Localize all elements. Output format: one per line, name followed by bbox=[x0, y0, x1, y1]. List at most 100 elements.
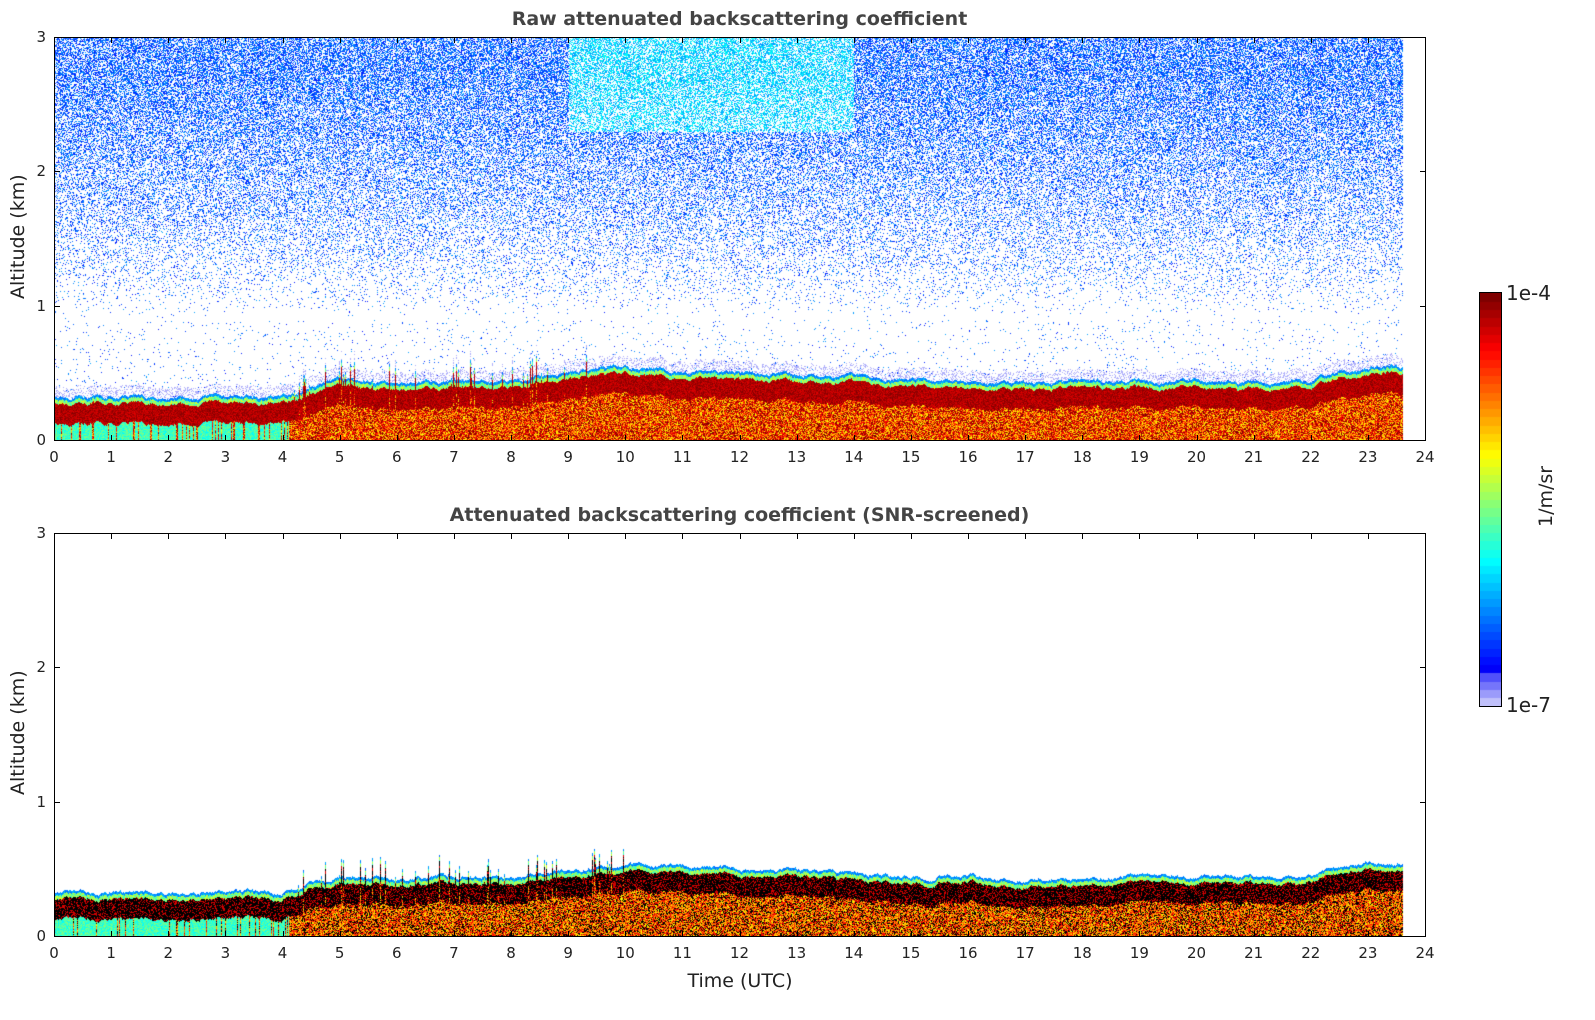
y-tick bbox=[1420, 440, 1426, 441]
x-tick-label: 18 bbox=[1072, 448, 1092, 466]
x-tick bbox=[1367, 435, 1369, 441]
x-tick-label: 20 bbox=[1186, 448, 1207, 466]
x-tick bbox=[1310, 533, 1312, 539]
x-tick-label: 0 bbox=[49, 448, 59, 466]
x-tick bbox=[111, 435, 113, 441]
top-plot-axes bbox=[54, 37, 1426, 441]
x-tick bbox=[225, 435, 227, 441]
x-tick-label: 14 bbox=[844, 944, 864, 962]
screened-heatmap bbox=[54, 533, 1425, 936]
x-tick-label: 14 bbox=[844, 448, 864, 466]
x-tick-label: 21 bbox=[1244, 944, 1264, 962]
x-tick bbox=[111, 931, 113, 937]
x-tick bbox=[1367, 931, 1369, 937]
x-tick bbox=[682, 931, 684, 937]
x-tick bbox=[1025, 931, 1027, 937]
x-tick bbox=[225, 931, 227, 937]
x-tick-label: 13 bbox=[787, 448, 807, 466]
x-tick bbox=[282, 931, 284, 937]
y-tick bbox=[54, 667, 60, 669]
x-tick bbox=[968, 533, 969, 539]
x-tick bbox=[396, 37, 398, 43]
x-tick bbox=[1082, 435, 1084, 441]
x-tick bbox=[396, 435, 398, 441]
x-tick-label: 4 bbox=[277, 944, 288, 962]
x-tick bbox=[396, 533, 398, 539]
x-tick bbox=[168, 435, 170, 441]
y-tick-label: 3 bbox=[36, 28, 46, 46]
x-tick bbox=[282, 435, 284, 441]
x-tick bbox=[1196, 533, 1198, 539]
y-tick bbox=[1420, 37, 1426, 38]
x-tick bbox=[453, 37, 455, 43]
x-tick bbox=[625, 37, 627, 43]
x-tick bbox=[1425, 435, 1426, 441]
x-tick-label: 13 bbox=[787, 944, 807, 962]
x-tick bbox=[168, 931, 170, 937]
x-tick bbox=[796, 37, 798, 43]
y-tick bbox=[1420, 533, 1426, 534]
x-tick bbox=[1082, 931, 1084, 937]
x-tick bbox=[1139, 37, 1141, 43]
x-tick bbox=[739, 931, 741, 937]
x-tick bbox=[682, 435, 684, 441]
colorbar-label: 1/m/sr bbox=[1535, 465, 1557, 527]
x-tick bbox=[453, 931, 455, 937]
x-tick bbox=[853, 533, 855, 539]
y-tick bbox=[54, 440, 60, 441]
x-tick-label: 17 bbox=[1015, 944, 1035, 962]
x-tick-label: 18 bbox=[1072, 944, 1092, 962]
x-tick bbox=[1025, 37, 1027, 43]
x-tick bbox=[1196, 435, 1198, 441]
y-tick bbox=[54, 305, 60, 307]
x-tick-label: 21 bbox=[1244, 448, 1264, 466]
x-tick bbox=[339, 931, 341, 937]
x-tick bbox=[568, 37, 570, 43]
x-tick-label: 5 bbox=[334, 944, 345, 962]
x-tick-label: 16 bbox=[958, 448, 978, 466]
x-tick-label: 1 bbox=[106, 944, 116, 962]
x-tick bbox=[625, 931, 627, 937]
x-tick bbox=[1367, 37, 1369, 43]
x-tick-label: 11 bbox=[672, 448, 692, 466]
x-tick bbox=[1025, 435, 1027, 441]
x-tick bbox=[968, 931, 969, 937]
x-tick bbox=[853, 931, 855, 937]
x-tick bbox=[910, 435, 912, 441]
x-tick bbox=[168, 533, 170, 539]
x-tick bbox=[1310, 931, 1312, 937]
x-tick bbox=[168, 37, 170, 43]
x-tick bbox=[225, 37, 227, 43]
x-tick bbox=[1025, 533, 1027, 539]
x-tick-label: 3 bbox=[220, 448, 231, 466]
x-tick bbox=[1196, 37, 1198, 43]
x-tick bbox=[511, 533, 512, 539]
x-tick-label: 8 bbox=[506, 944, 516, 962]
x-tick-label: 9 bbox=[563, 448, 573, 466]
x-tick bbox=[453, 435, 455, 441]
bottom-plot-axes bbox=[54, 533, 1426, 937]
x-tick-label: 11 bbox=[672, 944, 692, 962]
x-tick bbox=[111, 37, 113, 43]
colorbar-max-label: 1e-4 bbox=[1506, 281, 1551, 305]
x-tick-label: 24 bbox=[1415, 944, 1435, 962]
x-tick bbox=[853, 435, 855, 441]
x-tick-label: 0 bbox=[49, 944, 59, 962]
x-tick-label: 22 bbox=[1301, 944, 1321, 962]
y-tick-label: 1 bbox=[36, 296, 46, 315]
x-tick-label: 10 bbox=[615, 448, 635, 466]
top-y-label: Altitude (km) bbox=[7, 174, 29, 299]
x-tick-label: 3 bbox=[220, 944, 231, 962]
x-tick bbox=[1425, 37, 1426, 43]
x-tick bbox=[968, 435, 969, 441]
x-tick bbox=[796, 435, 798, 441]
x-tick bbox=[910, 37, 912, 43]
x-tick-label: 8 bbox=[506, 448, 516, 466]
y-tick bbox=[54, 533, 60, 534]
x-tick bbox=[568, 435, 570, 441]
x-tick bbox=[1253, 533, 1255, 539]
x-tick bbox=[796, 931, 798, 937]
x-tick-label: 16 bbox=[958, 944, 978, 962]
x-tick bbox=[1310, 37, 1312, 43]
x-tick bbox=[511, 37, 512, 43]
